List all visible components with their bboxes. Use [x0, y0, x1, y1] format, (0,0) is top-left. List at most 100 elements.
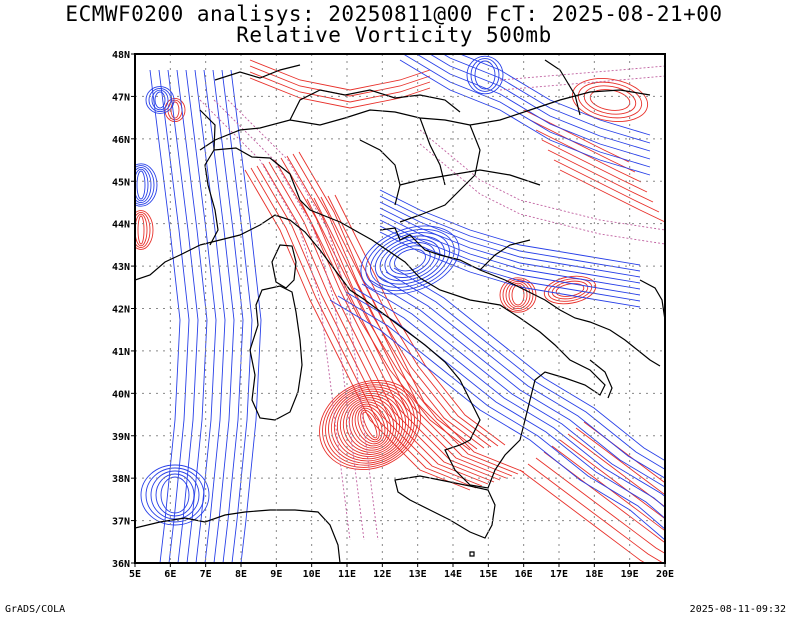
positive-vorticity-contour [325, 384, 415, 466]
positive-vorticity-contour [505, 280, 531, 310]
negative-vorticity-contour [389, 245, 431, 275]
lon-tick-label: 11E [338, 569, 356, 580]
negative-vorticity-contour [377, 275, 665, 479]
positive-vorticity-contour [551, 280, 589, 300]
positive-vorticity-contour [575, 427, 665, 496]
negative-vorticity-contour [148, 87, 172, 113]
negative-vorticity-contour [379, 225, 641, 302]
positive-vorticity-contour [322, 382, 418, 468]
positive-vorticity-contour [535, 129, 642, 183]
negative-vorticity-contour [361, 283, 665, 498]
negative-vorticity-contour [379, 201, 641, 278]
lat-tick-label: 43N [112, 262, 130, 273]
positive-vorticity-contour [331, 388, 409, 462]
positive-vorticity-contour [334, 390, 406, 460]
positive-vorticity-contour [249, 77, 431, 109]
lat-tick-label: 46N [112, 135, 130, 146]
chart-title: ECMWF0200 analisys: 20250811@00 FcT: 202… [65, 2, 723, 26]
positive-vorticity-contour [135, 213, 148, 247]
negative-vorticity-contour [399, 59, 651, 176]
negative-vorticity-contour [135, 163, 158, 207]
negative-vorticity-contour [415, 54, 651, 160]
axis-ticks: 5E 6E 7E 8E 9E 10E 11E 12E 13E 14E 15E 16E 17E 18E 19E… [112, 50, 674, 580]
negative-vorticity-contour [379, 213, 641, 290]
positive-vorticity-contour [306, 198, 478, 450]
positive-vorticity-contour [313, 197, 485, 449]
negative-vorticity-contour [155, 473, 195, 517]
positive-vorticity-contour [345, 399, 395, 451]
negative-vorticity-contour [151, 89, 169, 111]
positive-vorticity-contour [577, 81, 643, 119]
negative-vorticity-contour [458, 54, 651, 136]
positive-vorticity-contour [553, 159, 660, 213]
positive-vorticity-contour [298, 151, 525, 473]
lat-tick-label: 40N [112, 389, 130, 400]
negative-vorticity-contour [149, 69, 181, 563]
negative-vorticity-contour [158, 69, 190, 563]
negative-vorticity-contour [474, 60, 496, 90]
zero-vorticity-contour [419, 143, 665, 245]
positive-vorticity-contour [583, 85, 637, 115]
negative-vorticity-contour [136, 170, 146, 200]
positive-vorticity-contour [249, 65, 431, 97]
negative-vorticity-contour [369, 279, 665, 488]
lat-tick-label: 45N [112, 177, 130, 188]
render-timestamp: 2025-08-11-09:32 [689, 604, 786, 615]
positive-vorticity-contour [354, 405, 386, 445]
zero-vorticity-contour [199, 99, 351, 541]
positive-vorticity-contour [249, 59, 431, 91]
lon-tick-label: 14E [444, 569, 462, 580]
graticule [135, 54, 665, 563]
positive-vorticity-contour [250, 167, 477, 489]
positive-vorticity-contour [249, 71, 431, 103]
negative-vorticity-contour [145, 467, 205, 523]
positive-vorticity-contour [547, 278, 593, 302]
negative-vorticity-contour [353, 287, 665, 509]
lat-tick-label: 44N [112, 220, 130, 231]
positive-vorticity-contour [559, 169, 665, 223]
negative-vorticity-contour [160, 476, 190, 514]
positive-vorticity-contour [571, 78, 649, 122]
lon-tick-label: 20E [656, 569, 674, 580]
negative-vorticity-contour [379, 195, 641, 272]
lat-tick-label: 42N [112, 305, 130, 316]
negative-vorticity-contour [212, 69, 244, 563]
lon-tick-label: 13E [409, 569, 427, 580]
positive-vorticity-contour [268, 161, 495, 483]
negative-vorticity-contour [329, 299, 665, 541]
negative-vorticity-contour [140, 464, 210, 526]
positive-vorticity-contour [328, 386, 412, 464]
positive-vorticity-contour [529, 119, 636, 173]
positive-vorticity-contour [135, 211, 151, 249]
zero-vorticity-contour [227, 99, 379, 541]
positive-vorticity-contour [348, 401, 392, 449]
positive-vorticity-contour [137, 215, 145, 245]
chart-subtitle: Relative Vorticity 500mb [236, 23, 552, 47]
lat-tick-label: 39N [112, 432, 130, 443]
negative-vorticity-contour [345, 291, 665, 519]
lon-tick-label: 8E [235, 569, 247, 580]
positive-vorticity-contour [337, 392, 403, 458]
positive-vorticity-contour [327, 195, 499, 447]
negative-vorticity-contour [379, 238, 441, 282]
negative-vorticity-contour [384, 242, 436, 278]
positive-vorticity-contour [256, 165, 483, 487]
negative-vorticity-contour [135, 168, 149, 202]
negative-vorticity-contour [154, 91, 166, 109]
negative-vorticity-contour [135, 165, 155, 205]
negative-vorticity-contour [135, 166, 152, 204]
negative-vorticity-contour [379, 189, 641, 266]
lon-tick-label: 10E [303, 569, 321, 580]
lat-tick-label: 48N [112, 50, 130, 61]
lon-tick-label: 12E [373, 569, 391, 580]
positive-vorticity-contour [541, 139, 648, 193]
coastlines-borders [135, 59, 665, 563]
lon-tick-label: 6E [164, 569, 176, 580]
lon-tick-label: 15E [479, 569, 497, 580]
lon-tick-label: 7E [200, 569, 212, 580]
software-credit: GrADS/COLA [5, 604, 66, 615]
lon-tick-label: 9E [270, 569, 282, 580]
lon-tick-label: 18E [585, 569, 603, 580]
lat-tick-label: 38N [112, 474, 130, 485]
